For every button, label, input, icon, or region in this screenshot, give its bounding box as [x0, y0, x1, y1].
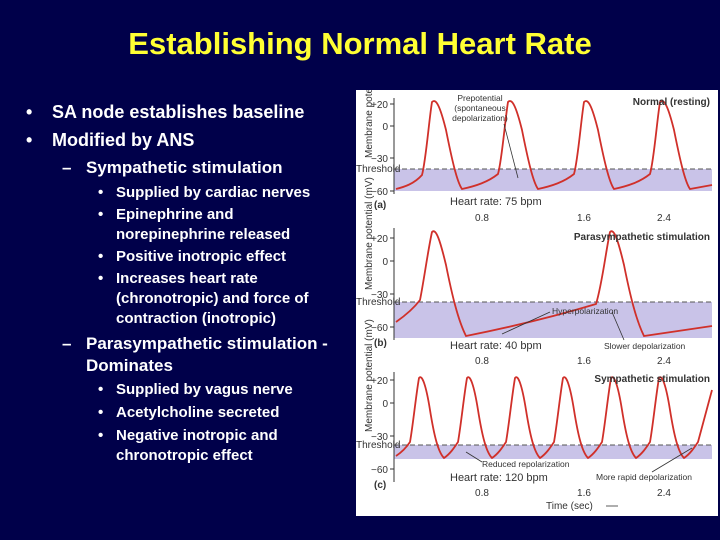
panel-parasympathetic: +20 0 −30 −60 Threshold Membrane potenti…: [356, 177, 713, 367]
action-potential-trace: [395, 100, 713, 191]
sub-bullet-dot: •: [98, 270, 104, 287]
time-tick: 1.6: [577, 213, 591, 224]
bullet-dot: •: [26, 130, 33, 150]
heart-rate-label: Heart rate: 120 bpm: [450, 472, 548, 484]
time-tick: 0.8: [475, 356, 489, 367]
depolarization-band: [394, 445, 712, 459]
dash-mark: –: [62, 334, 72, 353]
panel-name: Sympathetic stimulation: [594, 374, 710, 385]
y-axis-label: Membrane potential (mV): [364, 90, 375, 158]
symp-item-4-cont: (chronotropic) and force of: [116, 290, 309, 307]
tick-label: −60: [371, 323, 388, 334]
annotation-pointer: [651, 447, 693, 473]
bullet-ans: Modified by ANS: [52, 130, 195, 150]
depolarization-band: [394, 169, 712, 191]
panel-letter: (a): [374, 200, 386, 211]
sub-bullet-dot: •: [98, 381, 104, 398]
time-tick: 1.6: [577, 356, 591, 367]
threshold-label: Threshold: [356, 164, 400, 175]
tick-label: −60: [371, 465, 388, 476]
sub-bullet-dot: •: [98, 427, 104, 444]
tick-label: −30: [371, 154, 388, 165]
symp-item-3: Positive inotropic effect: [116, 248, 287, 265]
time-tick: 2.4: [657, 356, 671, 367]
tick-label: 0: [382, 122, 388, 133]
time-tick: 2.4: [657, 213, 671, 224]
sub-bullet-dot: •: [98, 184, 104, 201]
para-item-3: Negative inotropic and: [116, 427, 278, 444]
symp-item-4: Increases heart rate: [116, 270, 258, 287]
sub-bullet-dot: •: [98, 206, 104, 223]
time-tick: 0.8: [475, 488, 489, 499]
symp-item-2: Epinephrine and: [116, 206, 234, 223]
tick-label: +20: [371, 234, 388, 245]
time-tick: 2.4: [657, 488, 671, 499]
annotation-pointer: [611, 311, 625, 341]
tick-label: +20: [371, 376, 388, 387]
sympathetic-heading: Sympathetic stimulation: [86, 158, 283, 177]
y-axis-label: Membrane potential (mV): [364, 177, 375, 290]
annotation: (spontaneous: [454, 103, 506, 113]
tick-label: 0: [382, 399, 388, 410]
depolarization-band: [394, 302, 712, 338]
annotation: Hyperpolarization: [552, 306, 618, 316]
y-axis-label: Membrane potential (mV): [364, 319, 375, 432]
time-tick: 0.8: [475, 213, 489, 224]
time-axis-label: Time (sec): [546, 501, 593, 512]
threshold-label: Threshold: [356, 440, 400, 451]
tick-label: −30: [371, 432, 388, 443]
annotation-pointer: [501, 311, 551, 335]
sub-bullet-dot: •: [98, 404, 104, 421]
tick-label: −60: [371, 187, 388, 198]
bullet-dot: •: [26, 102, 33, 122]
parasympathetic-heading-cont: Dominates: [86, 356, 173, 375]
bullet-sa-node: SA node establishes baseline: [52, 102, 305, 122]
action-potential-figure: +20 0 −30 −60 Threshold Membrane potenti…: [356, 90, 718, 516]
panel-name: Parasympathetic stimulation: [574, 232, 710, 243]
panel-name: Normal (resting): [633, 97, 710, 108]
para-item-2: Acetylcholine secreted: [116, 404, 280, 421]
action-potential-trace: [395, 376, 713, 460]
action-potential-trace: [395, 230, 713, 338]
annotation-pointer: [465, 451, 483, 463]
annotation: More rapid depolarization: [596, 472, 692, 482]
annotation: Prepotential: [457, 93, 502, 103]
time-tick: 1.6: [577, 488, 591, 499]
symp-item-1: Supplied by cardiac nerves: [116, 184, 311, 201]
heart-rate-label: Heart rate: 75 bpm: [450, 196, 542, 208]
panel-sympathetic: +20 0 −30 −60 Threshold Membrane potenti…: [356, 319, 713, 512]
slide-title: Establishing Normal Heart Rate: [128, 26, 592, 61]
panel-letter: (c): [374, 480, 386, 491]
symp-item-4-cont2: contraction (inotropic): [116, 310, 276, 327]
symp-item-2-cont: norepinephrine released: [116, 226, 291, 243]
tick-label: +20: [371, 100, 388, 111]
annotation: Slower depolarization: [604, 341, 686, 351]
threshold-label: Threshold: [356, 297, 400, 308]
panel-letter: (b): [374, 338, 387, 349]
heart-rate-label: Heart rate: 40 bpm: [450, 340, 542, 352]
annotation: depolarization): [452, 113, 508, 123]
sub-bullet-dot: •: [98, 248, 104, 265]
panel-normal: +20 0 −30 −60 Threshold Membrane potenti…: [356, 90, 713, 224]
tick-label: 0: [382, 257, 388, 268]
parasympathetic-heading: Parasympathetic stimulation -: [86, 334, 328, 353]
annotation: Reduced repolarization: [482, 459, 570, 469]
tick-label: −30: [371, 290, 388, 301]
para-item-1: Supplied by vagus nerve: [116, 381, 293, 398]
para-item-3-cont: chronotropic effect: [116, 447, 253, 464]
figure-svg: +20 0 −30 −60 Threshold Membrane potenti…: [356, 90, 713, 512]
dash-mark: –: [62, 158, 72, 177]
annotation-pointer: [503, 123, 519, 179]
